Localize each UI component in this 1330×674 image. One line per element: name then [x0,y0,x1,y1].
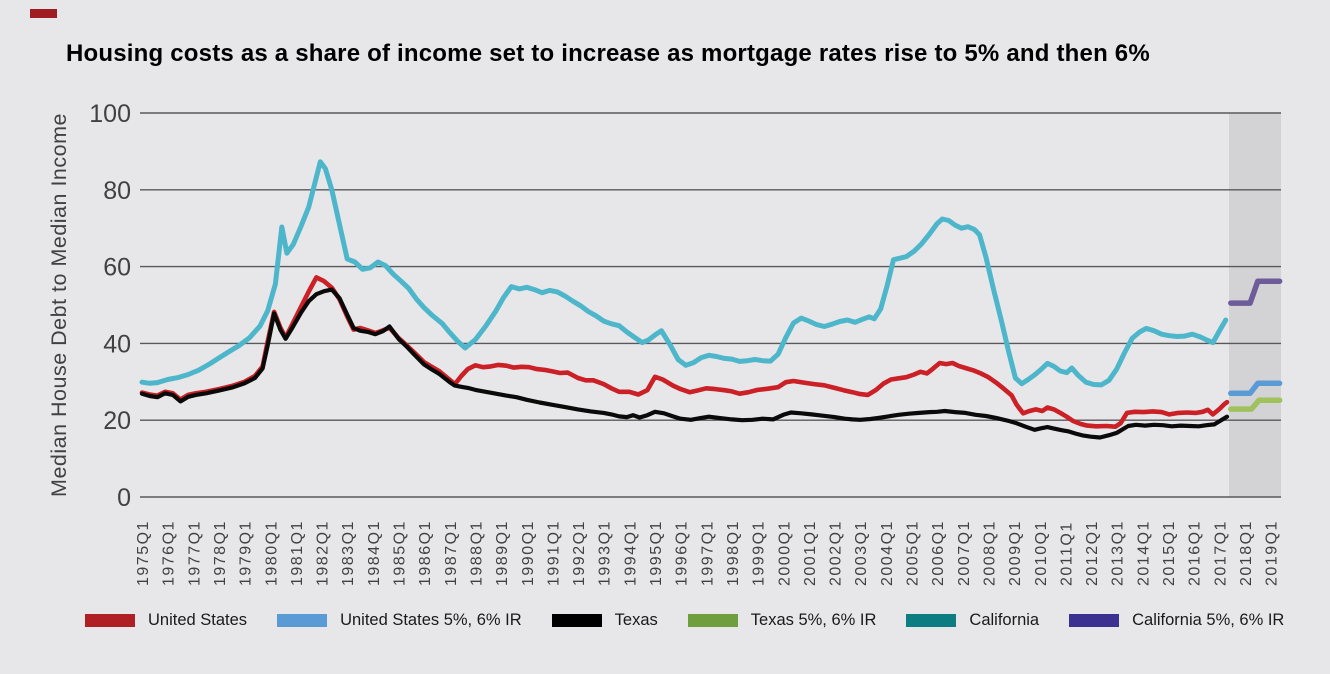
svg-text:1977Q1: 1977Q1 [186,520,203,586]
svg-text:2002Q1: 2002Q1 [828,520,845,586]
svg-text:2007Q1: 2007Q1 [956,520,973,586]
svg-text:1979Q1: 1979Q1 [238,520,255,586]
legend-swatch-icon [551,614,602,627]
svg-text:1998Q1: 1998Q1 [725,520,742,586]
y-axis-labels: 0 20 40 60 80 100 [89,100,131,512]
line-united-states [139,275,1230,430]
line-california-5-6-ir [1228,278,1283,306]
legend-swatch-icon [1069,614,1120,627]
svg-text:1992Q1: 1992Q1 [571,520,588,586]
svg-text:1983Q1: 1983Q1 [340,520,357,586]
svg-text:20: 20 [103,407,131,435]
svg-text:2013Q1: 2013Q1 [1110,520,1127,586]
svg-text:1980Q1: 1980Q1 [263,520,280,586]
svg-text:2004Q1: 2004Q1 [879,520,896,586]
svg-text:2017Q1: 2017Q1 [1212,520,1229,586]
legend-label: Texas [614,611,658,629]
svg-text:2001Q1: 2001Q1 [802,520,819,586]
legend-swatch-icon [277,614,328,627]
chart-title: Housing costs as a share of income set t… [66,40,1150,67]
svg-text:80: 80 [103,177,131,205]
svg-text:2016Q1: 2016Q1 [1187,520,1204,586]
svg-text:2019Q1: 2019Q1 [1264,520,1281,586]
y-axis-title: Median House Debt to Median Income [47,113,71,497]
svg-text:1982Q1: 1982Q1 [315,520,332,586]
line-texas-5-6-ir [1228,397,1283,412]
svg-text:1989Q1: 1989Q1 [494,520,511,586]
legend-item-1: United States [85,611,247,630]
line-united-states-5-6-ir [1228,380,1283,397]
legend-item-2: United States 5%, 6% IR [277,611,522,630]
svg-text:1976Q1: 1976Q1 [161,520,178,586]
svg-text:1988Q1: 1988Q1 [468,520,485,586]
legend-swatch-icon [85,614,135,627]
legend-item-6: California 5%, 6% IR [1069,611,1284,630]
svg-text:2012Q1: 2012Q1 [1084,520,1101,586]
legend-swatch-icon [687,614,738,627]
legend-label: Texas 5%, 6% IR [750,611,877,629]
svg-text:2011Q1: 2011Q1 [1058,521,1075,586]
x-axis-labels: 1975Q1 1976Q1 1977Q1 1978Q1 1979Q1 1980Q1 1981… [135,520,1281,586]
svg-text:2008Q1: 2008Q1 [981,520,998,586]
svg-text:100: 100 [89,100,131,128]
svg-text:2006Q1: 2006Q1 [930,520,947,586]
legend-item-3: Texas [551,611,658,630]
svg-text:2010Q1: 2010Q1 [1033,520,1050,586]
svg-text:1995Q1: 1995Q1 [648,520,665,586]
line-california [139,159,1229,388]
svg-text:1975Q1: 1975Q1 [135,520,152,586]
svg-text:2005Q1: 2005Q1 [905,520,922,586]
svg-text:1997Q1: 1997Q1 [699,520,716,586]
legend-item-5: California [906,611,1039,630]
svg-text:1999Q1: 1999Q1 [751,520,768,586]
legend-label: California [969,611,1040,629]
svg-text:1993Q1: 1993Q1 [597,520,614,586]
svg-text:0: 0 [117,484,131,512]
svg-text:2015Q1: 2015Q1 [1161,520,1178,586]
svg-text:1990Q1: 1990Q1 [520,520,537,586]
legend-swatch-icon [906,614,957,627]
line-texas [139,287,1230,440]
svg-text:60: 60 [103,254,131,282]
svg-text:1984Q1: 1984Q1 [366,520,383,586]
legend-label: United States [148,611,248,629]
svg-text:1981Q1: 1981Q1 [289,520,306,586]
svg-text:1987Q1: 1987Q1 [443,520,460,586]
svg-text:40: 40 [103,330,131,358]
svg-text:2009Q1: 2009Q1 [1007,520,1024,586]
svg-text:1991Q1: 1991Q1 [545,520,562,586]
svg-text:2014Q1: 2014Q1 [1135,520,1152,586]
legend-item-4: Texas 5%, 6% IR [687,611,877,630]
legend-label: California 5%, 6% IR [1132,611,1285,629]
svg-text:2000Q1: 2000Q1 [776,520,793,586]
svg-text:1994Q1: 1994Q1 [622,520,639,586]
svg-text:1996Q1: 1996Q1 [674,520,691,586]
legend-label: United States 5%, 6% IR [340,611,522,629]
svg-text:1985Q1: 1985Q1 [392,520,409,586]
gridlines [140,112,1281,498]
chart-legend: United States United States 5%, 6% IR Texa… [85,611,1284,630]
brand-mark [30,9,57,18]
svg-text:1978Q1: 1978Q1 [212,520,229,586]
svg-text:1986Q1: 1986Q1 [417,520,434,586]
svg-text:2018Q1: 2018Q1 [1238,520,1255,586]
svg-text:2003Q1: 2003Q1 [853,520,870,586]
